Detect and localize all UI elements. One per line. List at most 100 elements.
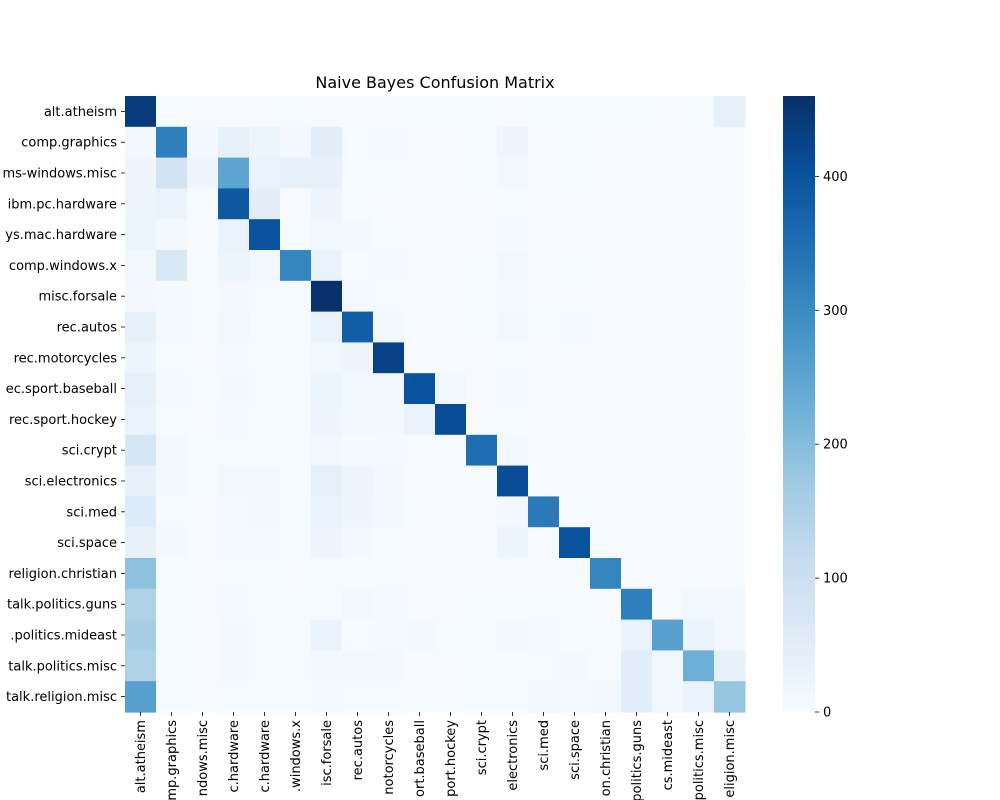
heatmap-cell (404, 250, 436, 282)
heatmap-cell (404, 465, 436, 497)
heatmap-cell (218, 681, 250, 713)
heatmap-cell (466, 465, 498, 497)
x-tick-label: sci.med (537, 720, 552, 771)
heatmap-cell (218, 373, 250, 405)
heatmap-cell (559, 250, 591, 282)
heatmap-cell (528, 342, 560, 374)
heatmap-cell (621, 280, 653, 313)
heatmap-cell (156, 681, 188, 713)
heatmap-cell (373, 311, 405, 343)
heatmap-cell (621, 157, 653, 189)
heatmap-cell (187, 373, 219, 405)
heatmap-cell (156, 558, 188, 590)
heatmap-cell (652, 496, 684, 528)
heatmap-cell (342, 373, 374, 405)
heatmap-cell (249, 558, 281, 590)
heatmap-cell (218, 527, 250, 559)
heatmap-cell (187, 280, 219, 313)
heatmap-cell (342, 311, 374, 343)
heatmap-cell (404, 126, 436, 159)
heatmap-cell (528, 250, 560, 282)
x-tick-label: notorcycles (382, 720, 397, 795)
heatmap-cell (125, 280, 157, 313)
heatmap-cell (435, 250, 467, 282)
heatmap-cell (621, 342, 653, 374)
heatmap-cell (714, 219, 746, 251)
heatmap-cell (497, 404, 529, 436)
colorbar-ticks: 0 100 200 300 400 (815, 170, 848, 721)
y-tick-label: talk.religion.misc (6, 690, 117, 705)
heatmap-cell (714, 496, 746, 528)
heatmap-cell (218, 311, 250, 343)
heatmap-cell (280, 157, 312, 189)
heatmap-cell (280, 558, 312, 590)
heatmap-cell (652, 404, 684, 436)
heatmap-cell (280, 219, 312, 251)
heatmap-cell (125, 465, 157, 497)
heatmap-cell (714, 250, 746, 282)
heatmap-cell (466, 250, 498, 282)
heatmap-cell (187, 157, 219, 189)
heatmap-cell (404, 373, 436, 405)
heatmap-cell (590, 434, 622, 467)
heatmap-cell (528, 404, 560, 436)
heatmap-cell (683, 588, 715, 621)
heatmap-cell (528, 681, 560, 713)
heatmap-cell (218, 558, 250, 590)
heatmap-cell (404, 434, 436, 467)
heatmap-cell (125, 558, 157, 590)
heatmap-cell (156, 404, 188, 436)
x-axis-ticks: alt.atheism mp.graphics ndows.misc c.hardwa… (134, 712, 738, 800)
y-tick-label: ibm.pc.hardware (8, 197, 117, 212)
heatmap-cell (342, 650, 374, 682)
heatmap-cell (559, 588, 591, 621)
heatmap-cell (559, 434, 591, 467)
heatmap-cell (528, 465, 560, 497)
heatmap-cell (156, 465, 188, 497)
heatmap-cell (559, 219, 591, 251)
heatmap-cell (528, 219, 560, 251)
heatmap-cell (497, 496, 529, 528)
heatmap-cell (652, 434, 684, 467)
heatmap-cell (528, 527, 560, 559)
heatmap-cell (404, 404, 436, 436)
heatmap-cell (156, 250, 188, 282)
heatmap-cell (621, 650, 653, 682)
heatmap-cell (590, 219, 622, 251)
heatmap-cell (342, 250, 374, 282)
heatmap-cell (342, 558, 374, 590)
x-tick-label: politics.guns (630, 720, 645, 800)
heatmap-cell (156, 219, 188, 251)
heatmap-cell (342, 681, 374, 713)
heatmap-cell (156, 496, 188, 528)
y-tick-label: sci.electronics (25, 475, 118, 490)
heatmap-cell (373, 404, 405, 436)
heatmap-cell (435, 188, 467, 220)
heatmap-cell (311, 558, 343, 590)
heatmap-cell (590, 558, 622, 590)
heatmap-cell (125, 650, 157, 682)
heatmap-cell (590, 188, 622, 220)
heatmap-cell (187, 558, 219, 590)
heatmap-cell (652, 588, 684, 621)
heatmap-cell (342, 465, 374, 497)
heatmap-cell (404, 311, 436, 343)
heatmap-cell (621, 404, 653, 436)
heatmap-cell (466, 558, 498, 590)
heatmap-cell (497, 126, 529, 159)
heatmap-cell (404, 588, 436, 621)
heatmap-cell (187, 465, 219, 497)
heatmap-cell (466, 126, 498, 159)
heatmap-cell (497, 434, 529, 467)
heatmap-cell (435, 219, 467, 251)
heatmap-cell (652, 188, 684, 220)
heatmap-cell (311, 588, 343, 621)
colorbar-tick-label: 300 (823, 304, 848, 319)
heatmap-cell (652, 219, 684, 251)
heatmap-cell (404, 219, 436, 251)
colorbar-tick-label: 400 (823, 170, 848, 185)
heatmap-cell (342, 126, 374, 159)
heatmap-cell (683, 373, 715, 405)
heatmap-cell (373, 619, 405, 651)
